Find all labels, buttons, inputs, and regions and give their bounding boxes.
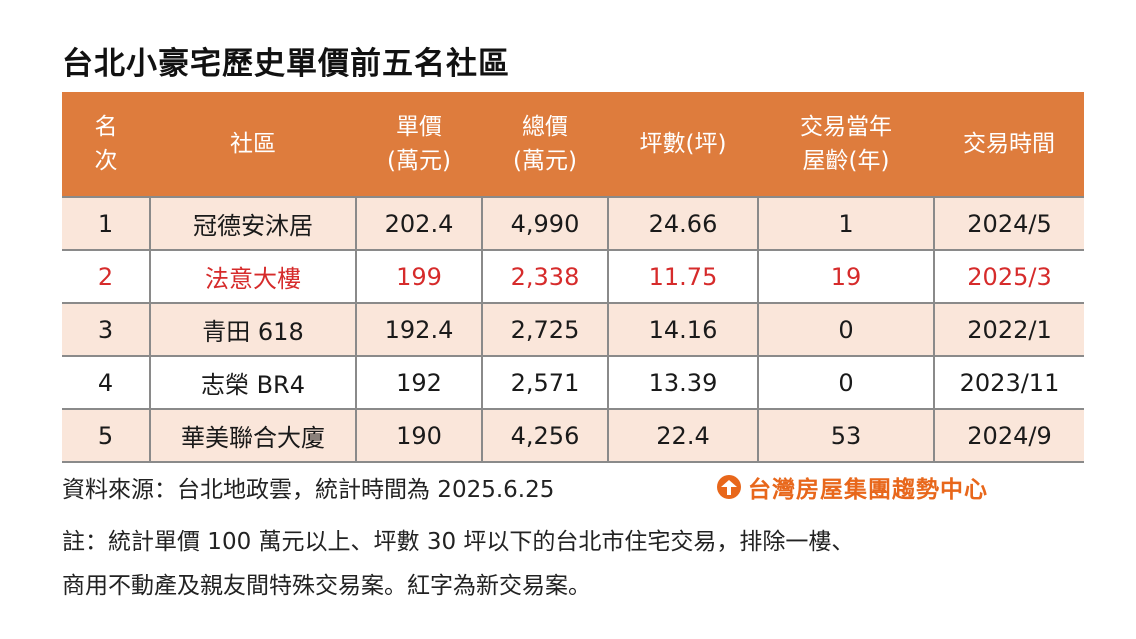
- footnote-line-1: 註：統計單價 100 萬元以上、坪數 30 坪以下的台北市住宅交易，排除一樓、: [62, 529, 855, 555]
- cell-total-price: 2,338: [481, 250, 608, 304]
- table-row: 5 華美聯合大廈 190 4,256 22.4 53 2024/9: [62, 409, 1084, 463]
- cell-age: 0: [757, 356, 934, 410]
- cell-area: 14.16: [607, 303, 758, 357]
- cell-total-price: 4,990: [481, 197, 608, 251]
- cell-unit-price: 199: [355, 250, 482, 304]
- table-row: 2 法意大樓 199 2,338 11.75 19 2025/3: [62, 250, 1084, 304]
- cell-rank: 1: [62, 197, 150, 251]
- header-rank: 名 次: [62, 92, 150, 198]
- header-community: 社區: [150, 92, 356, 198]
- page-title: 台北小豪宅歷史單價前五名社區: [62, 46, 510, 82]
- cell-rank: 5: [62, 409, 150, 463]
- header-age-line2: 屋齡(年): [802, 148, 890, 174]
- cell-community: 冠德安沐居: [149, 197, 356, 251]
- cell-rank: 3: [62, 303, 150, 357]
- cell-age: 53: [757, 409, 934, 463]
- cell-rank: 2: [62, 250, 150, 304]
- cell-date: 2024/9: [933, 409, 1084, 463]
- cell-unit-price: 202.4: [355, 197, 482, 251]
- cell-unit-price: 192.4: [355, 303, 482, 357]
- cell-rank: 4: [62, 356, 150, 410]
- header-total-price-line2: (萬元): [513, 148, 577, 174]
- cell-total-price: 2,571: [481, 356, 608, 410]
- header-age-line1: 交易當年: [800, 114, 892, 140]
- data-source: 資料來源：台北地政雲，統計時間為 2025.6.25: [62, 477, 555, 503]
- header-rank-line1: 名: [94, 114, 118, 140]
- cell-area: 22.4: [607, 409, 758, 463]
- table-header-row: 名 次 社區 單價 (萬元) 總價 (萬元) 坪數(坪) 交易當年 屋齡(年) …: [62, 92, 1084, 198]
- cell-area: 24.66: [607, 197, 758, 251]
- cell-unit-price: 192: [355, 356, 482, 410]
- footnote-line-2: 商用不動產及親友間特殊交易案。紅字為新交易案。: [62, 573, 591, 599]
- cell-total-price: 4,256: [481, 409, 608, 463]
- brand-logo-text: 台灣房屋集團趨勢中心: [748, 477, 988, 503]
- cell-date: 2022/1: [933, 303, 1084, 357]
- header-unit-price-line1: 單價: [396, 114, 442, 140]
- cell-age: 19: [757, 250, 934, 304]
- cell-age: 0: [757, 303, 934, 357]
- cell-area: 11.75: [607, 250, 758, 304]
- brand-logo: 台灣房屋集團趨勢中心: [716, 470, 988, 504]
- cell-community: 志榮 BR4: [149, 356, 356, 410]
- cell-date: 2023/11: [933, 356, 1084, 410]
- cell-age: 1: [757, 197, 934, 251]
- header-area: 坪數(坪): [608, 92, 758, 198]
- header-total-price: 總價 (萬元): [482, 92, 608, 198]
- cell-community: 青田 618: [149, 303, 356, 357]
- header-unit-price: 單價 (萬元): [356, 92, 482, 198]
- cell-community: 法意大樓: [149, 250, 356, 304]
- header-unit-price-line2: (萬元): [387, 148, 451, 174]
- header-age: 交易當年 屋齡(年): [758, 92, 934, 198]
- ranking-table: 名 次 社區 單價 (萬元) 總價 (萬元) 坪數(坪) 交易當年 屋齡(年) …: [62, 92, 1084, 463]
- cell-unit-price: 190: [355, 409, 482, 463]
- cell-date: 2024/5: [933, 197, 1084, 251]
- header-rank-line2: 次: [94, 148, 118, 174]
- cell-community: 華美聯合大廈: [149, 409, 356, 463]
- house-logo-icon: [717, 475, 741, 499]
- table-row: 4 志榮 BR4 192 2,571 13.39 0 2023/11: [62, 356, 1084, 410]
- cell-date: 2025/3: [933, 250, 1084, 304]
- cell-total-price: 2,725: [481, 303, 608, 357]
- cell-area: 13.39: [607, 356, 758, 410]
- table-row: 1 冠德安沐居 202.4 4,990 24.66 1 2024/5: [62, 197, 1084, 251]
- header-date: 交易時間: [934, 92, 1084, 198]
- header-total-price-line1: 總價: [522, 114, 568, 140]
- table-row: 3 青田 618 192.4 2,725 14.16 0 2022/1: [62, 303, 1084, 357]
